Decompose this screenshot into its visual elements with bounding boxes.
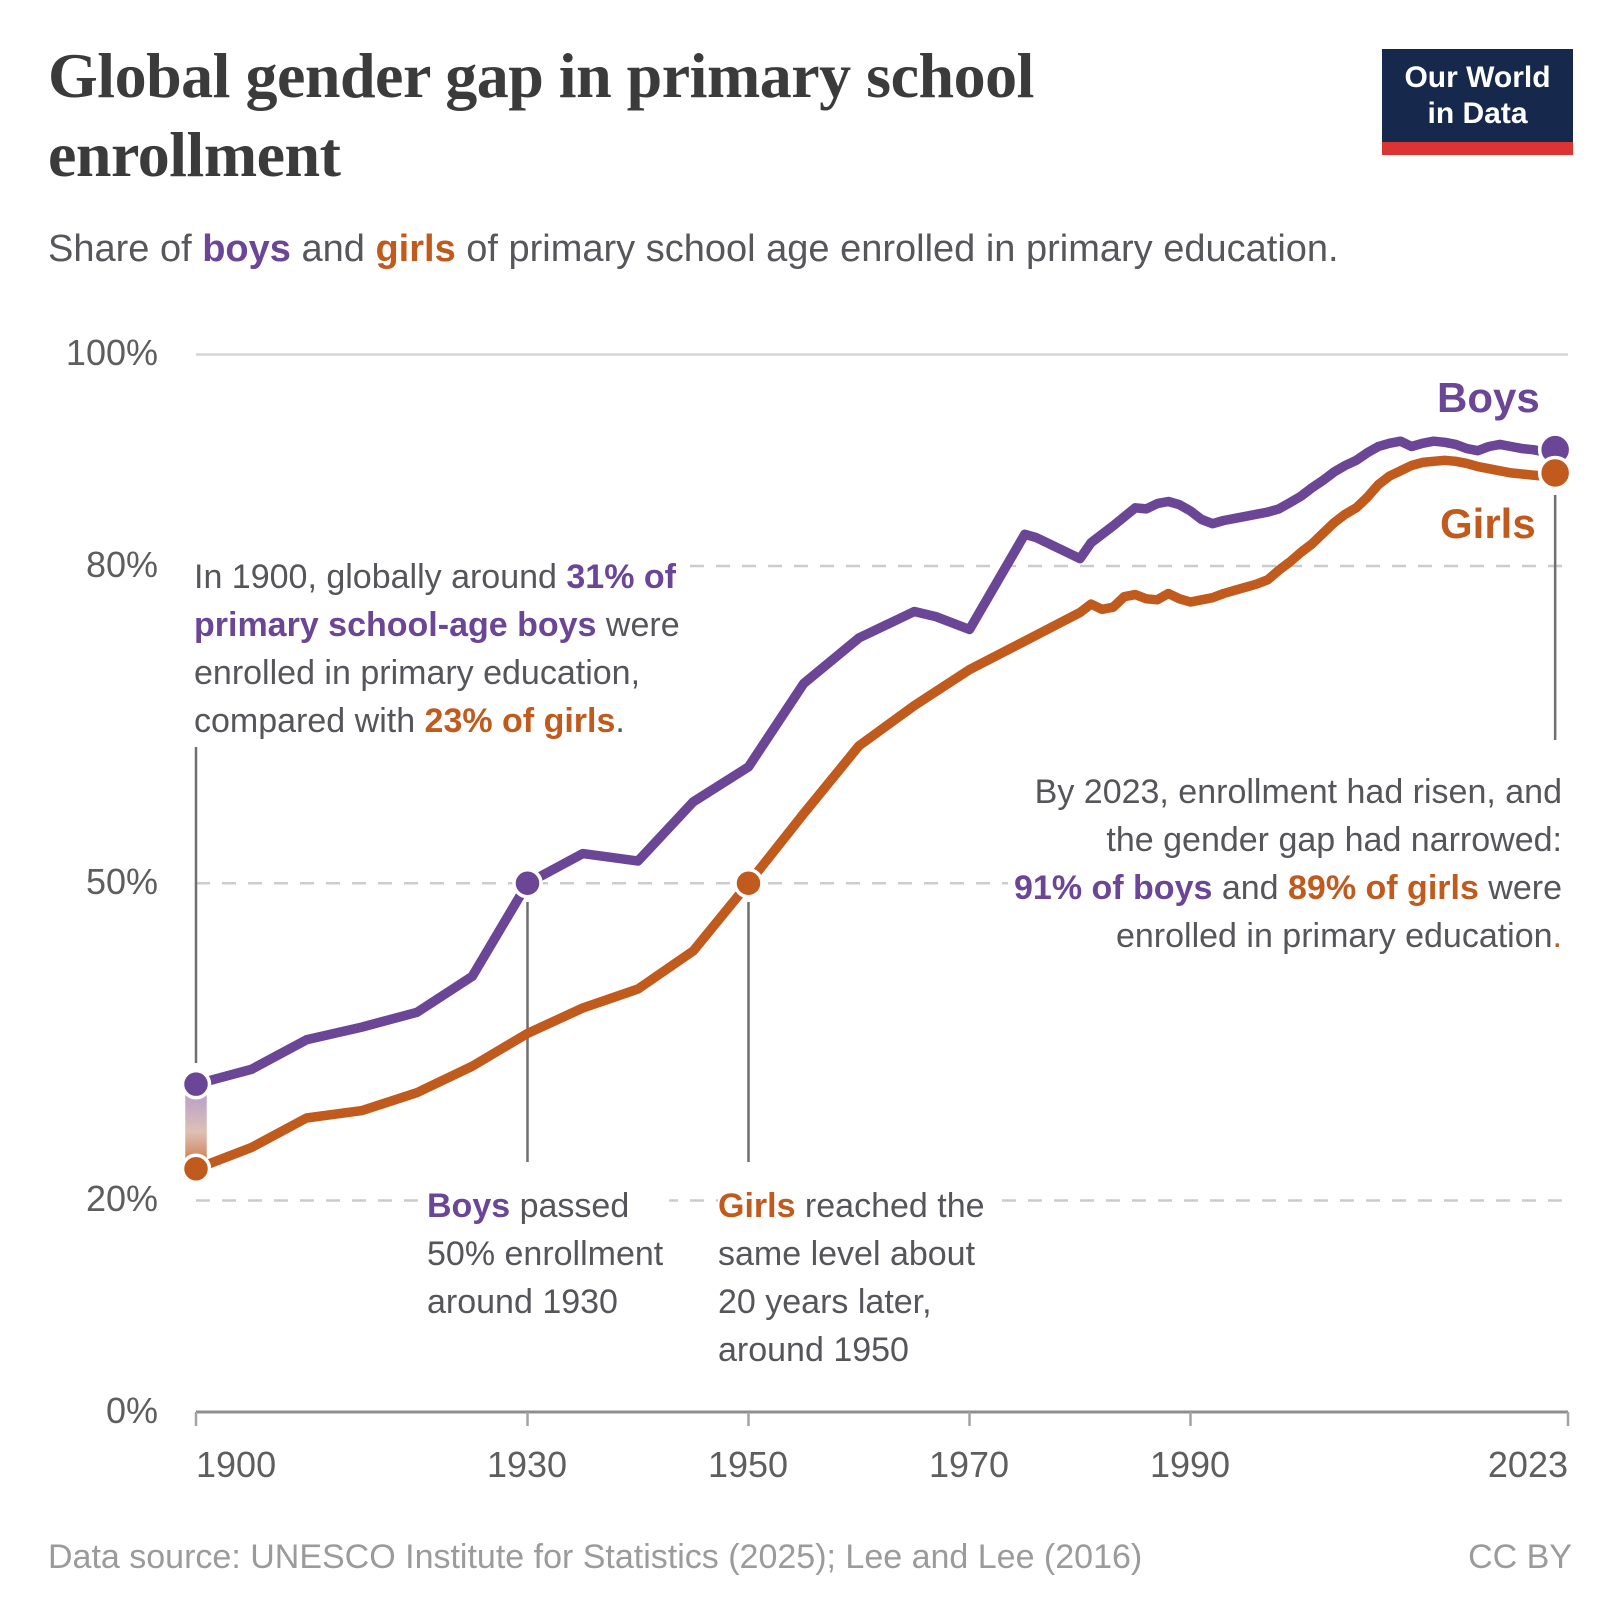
subtitle-girls-word: girls	[375, 228, 456, 270]
x-tick-1900: 1900	[196, 1444, 277, 1485]
annotation-boys-word: Boys	[427, 1187, 511, 1225]
boys-1900-dot	[180, 1068, 212, 1100]
y-tick-50: 50%	[85, 861, 158, 902]
chart-subtitle: Share of boys and girls of primary schoo…	[48, 228, 1339, 271]
x-tick-1930: 1930	[486, 1444, 568, 1485]
x-tick-2023: 2023	[1487, 1444, 1568, 1485]
subtitle-boys-word: boys	[202, 228, 291, 270]
annotation-text: were enrolled in primary education, comp…	[194, 606, 680, 740]
chart-footer: Data source: UNESCO Institute for Statis…	[48, 1538, 1572, 1577]
owid-logo-box: Our World in Data	[1382, 49, 1573, 142]
data-source-text: Data source: UNESCO Institute for Statis…	[48, 1538, 1143, 1576]
annotation-text: By 2023, enrollment had risen, and the g…	[1034, 773, 1562, 859]
boys-line	[191, 436, 1560, 1089]
annotation-girls-value: 23% of girls	[424, 702, 616, 740]
boys-50pct-dot	[512, 868, 543, 899]
annotation-text: reached the same level about 20 years la…	[718, 1187, 985, 1369]
annotation-2023: By 2023, enrollment had risen, and the g…	[1008, 766, 1562, 962]
boys-series-label: Boys	[1437, 374, 1540, 421]
annotation-text: were enrolled in primary education	[1115, 869, 1562, 955]
y-tick-20: 20%	[85, 1178, 158, 1219]
annotation-girls-1950: Girls reached the same level about 20 ye…	[718, 1180, 991, 1376]
girls-end-dot	[1537, 455, 1573, 491]
y-tick-0: 0%	[105, 1390, 158, 1431]
page-title: Global gender gap in primary school enro…	[48, 40, 1034, 190]
subtitle-text: Share of	[48, 228, 203, 270]
owid-logo[interactable]: Our World in Data	[1382, 49, 1573, 155]
y-tick-100: 100%	[65, 332, 158, 373]
x-tick-1990: 1990	[1149, 1444, 1231, 1485]
annotation-boys-1930: Boys passed 50% enrollment around 1930	[427, 1180, 670, 1328]
y-tick-80: 80%	[85, 544, 158, 585]
girls-series-label: Girls	[1440, 500, 1536, 547]
girls-50pct-dot	[733, 868, 764, 899]
annotation-1900: In 1900, globally around 31% of primary …	[194, 551, 686, 747]
license-link[interactable]: CC BY	[1468, 1538, 1572, 1576]
annotation-boys-value: 31% of primary school-age boys	[194, 558, 676, 644]
annotation-text: passed 50% enrollment around 1930	[427, 1187, 664, 1321]
subtitle-text: and	[290, 228, 376, 270]
annotation-girls-word: Girls	[718, 1187, 796, 1225]
annotation-text: and	[1212, 869, 1289, 907]
x-tick-1970: 1970	[928, 1444, 1010, 1485]
owid-logo-red-bar	[1382, 142, 1573, 155]
girls-1900-dot	[180, 1153, 212, 1185]
annotation-boys-value: 91% of boys	[1014, 869, 1213, 907]
owid-logo-line1: Our World	[1404, 61, 1551, 94]
annotation-text: In 1900, globally around	[194, 558, 567, 596]
annotation-text: .	[615, 702, 625, 740]
subtitle-text: of primary school age enrolled in primar…	[455, 228, 1339, 270]
owid-logo-line2: in Data	[1427, 97, 1528, 130]
annotation-orange-period: .	[1552, 917, 1562, 955]
x-tick-1950: 1950	[707, 1444, 789, 1485]
annotation-girls-value: 89% of girls	[1288, 869, 1479, 907]
